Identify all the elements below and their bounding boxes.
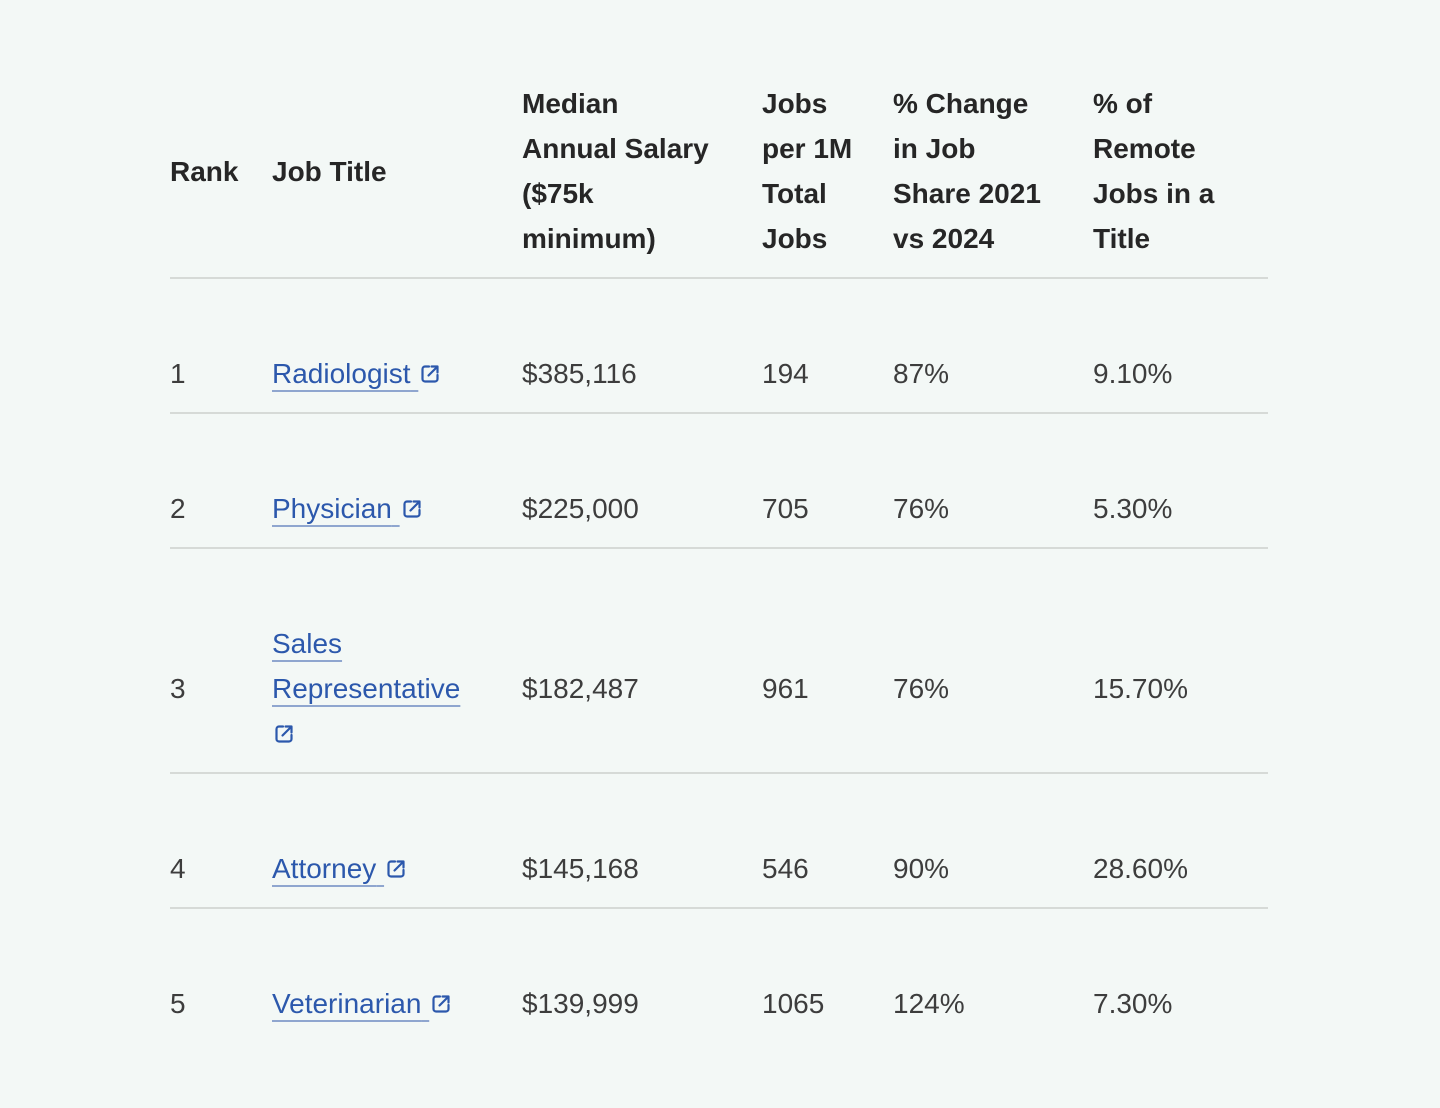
- rank-cell: 5: [170, 988, 186, 1019]
- pct-change-cell: 124%: [893, 988, 965, 1019]
- pct-remote-cell: 5.30%: [1093, 413, 1268, 549]
- jobs-per-1m-cell: 961: [762, 548, 893, 774]
- jobs-per-1m-cell: 194: [762, 278, 893, 414]
- jobs-per-1m-cell: 1065: [762, 988, 825, 1019]
- rank-cell: 1: [170, 278, 272, 414]
- pct-remote-cell: 9.10%: [1093, 278, 1268, 414]
- salary-cell: $385,116: [522, 278, 762, 414]
- job-title-link[interactable]: Veterinarian: [272, 988, 453, 1019]
- external-link-icon: [421, 365, 439, 383]
- rank-cell: 3: [170, 548, 272, 774]
- job-title-cell: Sales Representative: [272, 548, 522, 774]
- header-job-title: Job Title: [272, 57, 522, 279]
- salary-cell: $145,168: [522, 773, 762, 909]
- jobs-per-1m-cell: 705: [762, 413, 893, 549]
- job-title-link[interactable]: Radiologist: [272, 358, 442, 389]
- external-link-icon: [387, 860, 405, 878]
- pct-remote-cell: 7.30%: [1093, 988, 1173, 1019]
- salary-cell: $182,487: [522, 548, 762, 774]
- job-title-text: Sales Representative: [272, 628, 461, 704]
- pct-change-cell: 76%: [893, 413, 1093, 549]
- pct-change-cell: 87%: [893, 278, 1093, 414]
- job-title-link[interactable]: Attorney: [272, 853, 408, 884]
- external-link-icon: [403, 500, 421, 518]
- table-body: 1 Radiologist $385,116 194 87% 9.10% 2 P…: [170, 278, 1268, 1042]
- header-rank: Rank: [170, 57, 272, 279]
- salary-cell: $225,000: [522, 413, 762, 549]
- external-link-icon: [275, 725, 293, 743]
- remote-jobs-table: Rank Job Title Median Annual Salary ($75…: [170, 57, 1268, 1042]
- job-title-text: Physician: [272, 493, 392, 524]
- table-row: 5 Veterinarian $139,999 1065 124% 7.30%: [170, 908, 1268, 1042]
- job-title-link[interactable]: Physician: [272, 493, 424, 524]
- header-pct-change: % Change in Job Share 2021 vs 2024: [893, 57, 1093, 279]
- job-title-link[interactable]: Sales Representative: [272, 628, 460, 749]
- job-title-cell: Attorney: [272, 773, 522, 909]
- pct-remote-cell: 15.70%: [1093, 548, 1268, 774]
- rank-cell: 4: [170, 773, 272, 909]
- table-row: 4 Attorney $145,168 546 90% 28.60%: [170, 773, 1268, 909]
- job-title-cell: Radiologist: [272, 278, 522, 414]
- header-jobs-per-1m: Jobs per 1M Total Jobs: [762, 57, 893, 279]
- pct-change-cell: 90%: [893, 773, 1093, 909]
- job-title-text: Radiologist: [272, 358, 411, 389]
- header-row: Rank Job Title Median Annual Salary ($75…: [170, 57, 1268, 279]
- jobs-per-1m-cell: 546: [762, 773, 893, 909]
- rank-cell: 2: [170, 413, 272, 549]
- job-title-cell: Physician: [272, 413, 522, 549]
- job-title-text: Attorney: [272, 853, 377, 884]
- table-row: 3 Sales Representative $182,487 961 76% …: [170, 548, 1268, 774]
- job-title-cell: Veterinarian: [272, 908, 522, 1042]
- pct-change-cell: 76%: [893, 548, 1093, 774]
- pct-remote-cell: 28.60%: [1093, 773, 1268, 909]
- external-link-icon: [432, 995, 450, 1013]
- table-row: 2 Physician $225,000 705 76% 5.30%: [170, 413, 1268, 549]
- job-title-text: Veterinarian: [272, 988, 422, 1019]
- header-salary: Median Annual Salary ($75k minimum): [522, 57, 762, 279]
- salary-cell: $139,999: [522, 988, 639, 1019]
- table-row: 1 Radiologist $385,116 194 87% 9.10%: [170, 278, 1268, 414]
- header-pct-remote: % of Remote Jobs in a Title: [1093, 57, 1268, 279]
